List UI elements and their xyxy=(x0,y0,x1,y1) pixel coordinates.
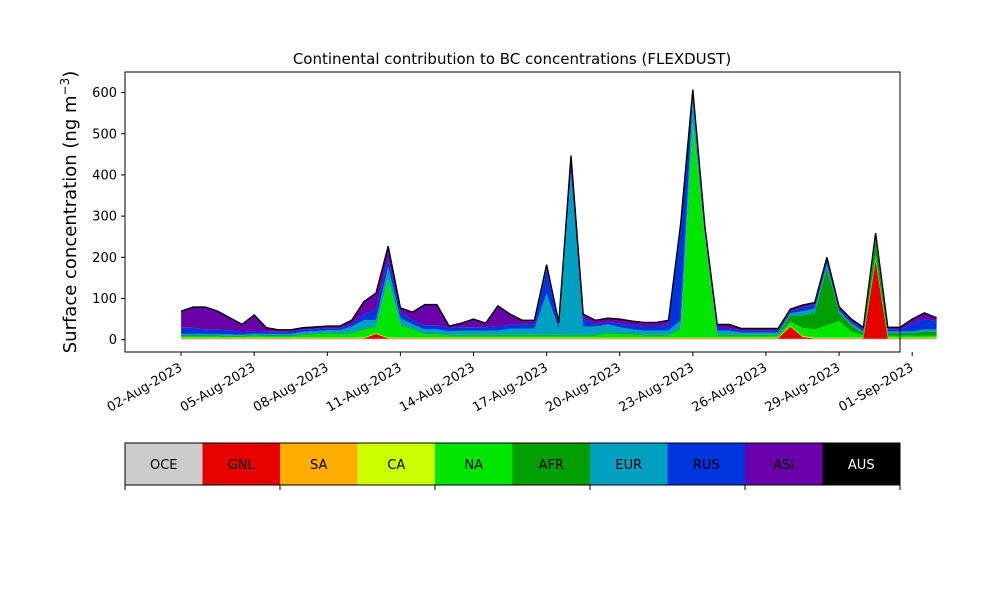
x-axis: 02-Aug-202305-Aug-202308-Aug-202311-Aug-… xyxy=(105,352,916,416)
y-axis-label: Surface concentration (ng m−3) xyxy=(58,71,81,354)
chart-title: Continental contribution to BC concentra… xyxy=(293,50,731,68)
legend-swatch-na xyxy=(435,443,513,485)
legend-label-sa: SA xyxy=(310,458,327,473)
y-tick-label: 0 xyxy=(109,333,117,348)
y-tick-label: 400 xyxy=(92,168,117,183)
y-tick-label: 600 xyxy=(92,86,117,101)
colorbar-legend: OCE GNL SA CA NA AFR EUR RUS ASI AUS xyxy=(124,442,901,490)
x-tick-label: 01-Sep-2023 xyxy=(836,360,916,415)
x-tick-label: 20-Aug-2023 xyxy=(543,360,623,415)
y-tick-label: 200 xyxy=(92,251,117,266)
legend-label-na: NA xyxy=(464,458,483,473)
x-tick-label: 23-Aug-2023 xyxy=(617,360,697,415)
x-tick-label: 29-Aug-2023 xyxy=(763,360,843,415)
legend-swatch-aus xyxy=(822,443,901,485)
x-tick-label: 02-Aug-2023 xyxy=(105,360,185,415)
legend-swatch-asi xyxy=(745,443,823,485)
legend-label-oce: OCE xyxy=(150,458,178,473)
x-tick-label: 17-Aug-2023 xyxy=(470,360,550,415)
legend-swatch-oce xyxy=(125,443,203,485)
x-tick-label: 14-Aug-2023 xyxy=(397,360,477,415)
y-tick-label: 100 xyxy=(92,292,117,307)
legend-label-ca: CA xyxy=(387,458,405,473)
x-tick-label: 05-Aug-2023 xyxy=(178,360,258,415)
legend-label-eur: EUR xyxy=(615,458,642,473)
y-tick-label: 500 xyxy=(92,127,117,142)
total-line xyxy=(180,89,937,331)
plot-area xyxy=(180,89,937,340)
legend-label-rus: RUS xyxy=(693,458,720,473)
legend-swatch-sa xyxy=(280,443,358,485)
legend-swatch-rus xyxy=(667,443,746,485)
legend-swatch-afr xyxy=(512,443,591,485)
x-tick-label: 08-Aug-2023 xyxy=(251,360,331,415)
y-tick-label: 300 xyxy=(92,210,117,225)
legend-label-afr: AFR xyxy=(539,458,564,473)
y-axis: 0 100 200 300 400 500 600 xyxy=(92,86,125,348)
plot-frame xyxy=(124,71,901,353)
area-oce xyxy=(181,338,937,340)
x-tick-label: 26-Aug-2023 xyxy=(690,360,770,415)
legend-label-aus: AUS xyxy=(848,458,875,473)
area-afr xyxy=(181,122,937,337)
legend-label-asi: ASI xyxy=(773,458,794,473)
legend-swatch-gnl xyxy=(202,443,281,485)
legend-frame xyxy=(124,442,901,486)
legend-swatch-ca xyxy=(357,443,436,485)
x-tick-label: 11-Aug-2023 xyxy=(324,360,404,415)
legend-swatch-eur xyxy=(590,443,668,485)
legend-label-gnl: GNL xyxy=(228,458,256,473)
